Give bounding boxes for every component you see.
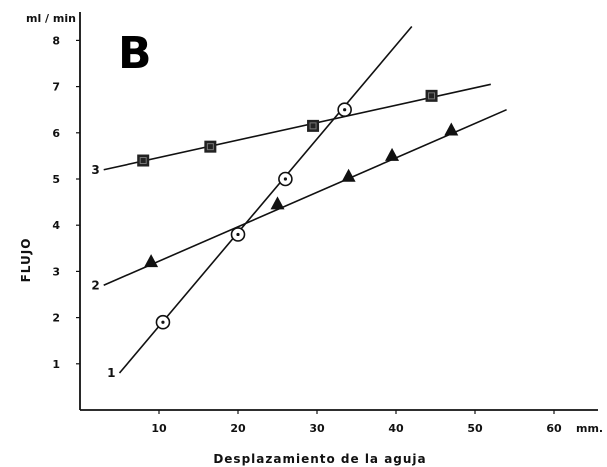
series-labels: 1 2 3 bbox=[91, 163, 115, 380]
panel-letter: B bbox=[118, 28, 152, 79]
marker-center-dot bbox=[236, 232, 240, 237]
y-tick-label: 8 bbox=[52, 34, 60, 47]
y-tick-label: 6 bbox=[52, 127, 60, 140]
series-1-point bbox=[155, 314, 171, 330]
series-1-fit-line bbox=[118, 26, 413, 374]
square-marker bbox=[307, 119, 320, 132]
square-marker bbox=[204, 140, 217, 153]
series-3-point bbox=[204, 140, 217, 153]
y-tick-label: 3 bbox=[52, 265, 60, 278]
x-tick-label: 20 bbox=[230, 422, 246, 435]
x-axis-unit: mm. bbox=[576, 422, 603, 435]
y-tick-label: 7 bbox=[52, 81, 60, 94]
x-tick-label: 60 bbox=[546, 422, 562, 435]
marker-center-dot bbox=[343, 108, 347, 112]
series-3-point bbox=[307, 119, 320, 132]
series-2-label: 2 bbox=[91, 278, 99, 292]
y-tick-label: 5 bbox=[52, 173, 60, 186]
series-1-point bbox=[278, 171, 293, 187]
series-1-point bbox=[230, 227, 246, 242]
marker-center-dot bbox=[283, 177, 287, 181]
series-2-fit-line bbox=[103, 108, 507, 286]
y-axis-title: FLUJO bbox=[19, 238, 33, 283]
square-marker-inner bbox=[309, 122, 317, 130]
square-marker-inner bbox=[206, 143, 214, 151]
y-tick-label: 1 bbox=[52, 358, 60, 371]
series-3-label: 3 bbox=[91, 163, 99, 177]
markers bbox=[137, 89, 459, 330]
series-3-point bbox=[425, 89, 438, 102]
ticks: 10 20 30 40 50 60 1 2 3 4 5 6 7 8 bbox=[52, 34, 562, 435]
square-marker bbox=[425, 89, 438, 102]
x-tick-label: 30 bbox=[309, 422, 325, 435]
y-tick-label: 2 bbox=[52, 312, 60, 325]
x-axis-title: Desplazamiento de la aguja bbox=[213, 452, 426, 466]
series-1-label: 1 bbox=[107, 366, 115, 380]
square-marker-inner bbox=[428, 92, 436, 100]
series-2-point bbox=[144, 254, 159, 268]
series-3-point bbox=[137, 154, 150, 167]
series-2-point bbox=[444, 122, 459, 136]
x-tick-label: 40 bbox=[388, 422, 404, 435]
series-2-point bbox=[341, 168, 356, 182]
y-tick-label: 4 bbox=[52, 219, 60, 232]
axes bbox=[79, 12, 598, 411]
series-1-point bbox=[337, 102, 352, 117]
square-marker bbox=[137, 154, 150, 167]
square-marker-inner bbox=[139, 157, 147, 165]
series-2-point bbox=[385, 147, 400, 161]
marker-center-dot bbox=[161, 320, 165, 324]
series-2-point bbox=[270, 196, 285, 210]
x-tick-label: 10 bbox=[151, 422, 167, 435]
x-tick-label: 50 bbox=[467, 422, 483, 435]
y-axis-unit: ml / min bbox=[26, 12, 76, 25]
